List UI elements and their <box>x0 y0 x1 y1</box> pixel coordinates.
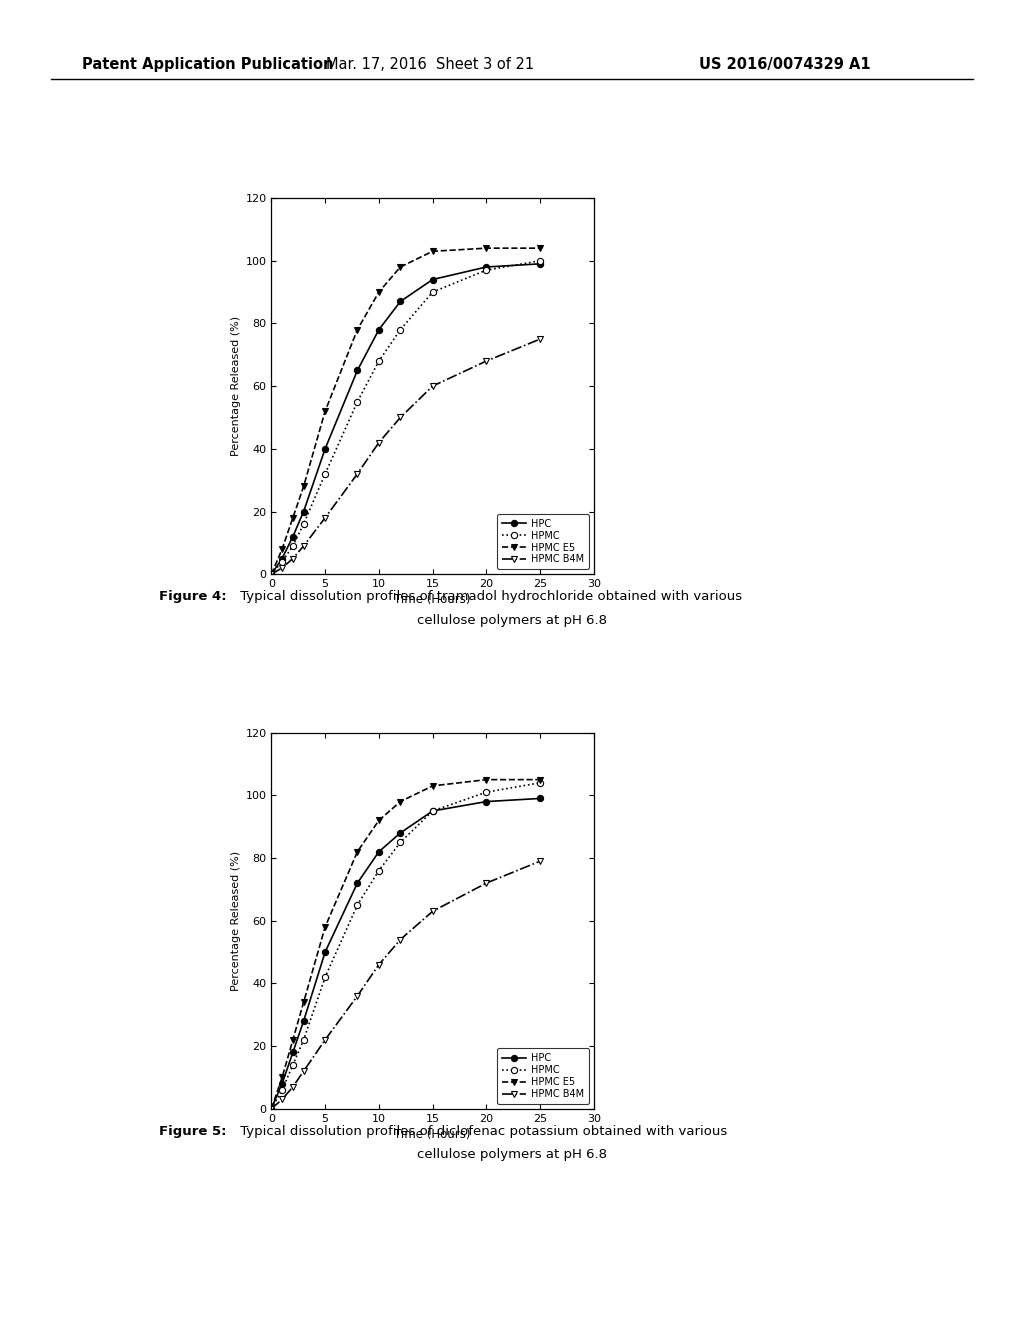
Text: US 2016/0074329 A1: US 2016/0074329 A1 <box>698 57 870 71</box>
Text: Typical dissolution profiles of tramadol hydrochloride obtained with various: Typical dissolution profiles of tramadol… <box>236 590 741 603</box>
Text: Mar. 17, 2016  Sheet 3 of 21: Mar. 17, 2016 Sheet 3 of 21 <box>326 57 535 71</box>
Text: Typical dissolution profiles of diclofenac potassium obtained with various: Typical dissolution profiles of diclofen… <box>236 1125 727 1138</box>
Legend: HPC, HPMC, HPMC E5, HPMC B4M: HPC, HPMC, HPMC E5, HPMC B4M <box>497 1048 589 1104</box>
Text: cellulose polymers at pH 6.8: cellulose polymers at pH 6.8 <box>417 614 607 627</box>
Text: Patent Application Publication: Patent Application Publication <box>82 57 334 71</box>
Text: cellulose polymers at pH 6.8: cellulose polymers at pH 6.8 <box>417 1148 607 1162</box>
Y-axis label: Percentage Released (%): Percentage Released (%) <box>231 315 242 457</box>
X-axis label: Time (Hours): Time (Hours) <box>394 593 471 606</box>
Text: Figure 4:: Figure 4: <box>159 590 226 603</box>
Y-axis label: Percentage Released (%): Percentage Released (%) <box>231 850 242 991</box>
Legend: HPC, HPMC, HPMC E5, HPMC B4M: HPC, HPMC, HPMC E5, HPMC B4M <box>497 513 589 569</box>
Text: Figure 5:: Figure 5: <box>159 1125 226 1138</box>
X-axis label: Time (Hours): Time (Hours) <box>394 1127 471 1140</box>
